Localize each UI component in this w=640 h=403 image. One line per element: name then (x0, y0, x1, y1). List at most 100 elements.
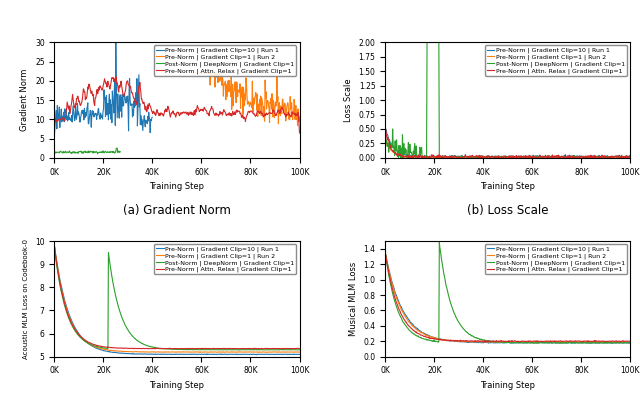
Pre-Norm | Gradient Clip=10 | Run 1 (253, 352, 260, 357)
Pre-Norm | Gradient Clip=10 | Run 1 (252, 352, 259, 357)
Legend: Pre-Norm | Gradient Clip=10 | Run 1, Pre-Norm | Gradient Clip=1 | Run 2, Post-No: Pre-Norm | Gradient Clip=10 | Run 1, Pre… (154, 244, 296, 274)
Pre-Norm | Attn. Relax | Gradient Clip=1 (627, 155, 634, 160)
Post-Norm | DeepNorm | Gradient Clip=1 (515, 154, 523, 159)
Pre-Norm | Gradient Clip=1 | Run 2 (528, 155, 536, 160)
Pre-Norm | Attn. Relax | Gradient Clip=1 (252, 346, 260, 351)
Line: Pre-Norm | Gradient Clip=1 | Run 2: Pre-Norm | Gradient Clip=1 | Run 2 (385, 253, 630, 343)
X-axis label: Training Step: Training Step (481, 182, 535, 191)
Post-Norm | DeepNorm | Gradient Clip=1 (499, 154, 506, 159)
Pre-Norm | Gradient Clip=10 | Run 1 (381, 250, 389, 255)
Pre-Norm | Attn. Relax | Gradient Clip=1 (499, 339, 507, 344)
Pre-Norm | Gradient Clip=1 | Run 2 (381, 250, 389, 255)
Pre-Norm | Gradient Clip=1 | Run 2 (557, 341, 564, 345)
X-axis label: Training Step: Training Step (481, 381, 535, 390)
Post-Norm | DeepNorm | Gradient Clip=1 (381, 130, 389, 135)
Pre-Norm | Gradient Clip=1 | Run 2 (500, 155, 508, 160)
Pre-Norm | Attn. Relax | Gradient Clip=1 (169, 109, 177, 114)
Line: Pre-Norm | Attn. Relax | Gradient Clip=1: Pre-Norm | Attn. Relax | Gradient Clip=1 (385, 128, 630, 158)
Pre-Norm | Gradient Clip=10 | Run 1 (621, 341, 629, 345)
Pre-Norm | Attn. Relax | Gradient Clip=1 (499, 155, 506, 160)
Pre-Norm | Attn. Relax | Gradient Clip=1 (197, 346, 205, 351)
Pre-Norm | Gradient Clip=10 | Run 1 (498, 340, 506, 345)
Line: Post-Norm | DeepNorm | Gradient Clip=1: Post-Norm | DeepNorm | Gradient Clip=1 (54, 248, 300, 350)
Post-Norm | DeepNorm | Gradient Clip=1 (627, 154, 634, 159)
Post-Norm | DeepNorm | Gradient Clip=1 (168, 347, 176, 352)
Pre-Norm | Gradient Clip=1 | Run 2 (168, 349, 176, 354)
X-axis label: Training Step: Training Step (150, 381, 204, 390)
Line: Pre-Norm | Gradient Clip=10 | Run 1: Pre-Norm | Gradient Clip=10 | Run 1 (385, 128, 630, 158)
Post-Norm | DeepNorm | Gradient Clip=1 (529, 154, 536, 158)
Pre-Norm | Gradient Clip=1 | Run 2 (621, 340, 629, 345)
Pre-Norm | Gradient Clip=10 | Run 1 (621, 154, 629, 159)
Pre-Norm | Gradient Clip=10 | Run 1 (583, 341, 591, 345)
Pre-Norm | Gradient Clip=10 | Run 1 (627, 341, 634, 345)
Pre-Norm | Gradient Clip=10 | Run 1 (528, 154, 536, 159)
Pre-Norm | Attn. Relax | Gradient Clip=1 (617, 340, 625, 345)
Pre-Norm | Gradient Clip=10 | Run 1 (51, 243, 58, 248)
Line: Pre-Norm | Gradient Clip=10 | Run 1: Pre-Norm | Gradient Clip=10 | Run 1 (54, 40, 152, 133)
Pre-Norm | Attn. Relax | Gradient Clip=1 (527, 339, 535, 344)
Pre-Norm | Attn. Relax | Gradient Clip=1 (252, 113, 260, 118)
Pre-Norm | Gradient Clip=10 | Run 1 (168, 352, 176, 357)
Pre-Norm | Attn. Relax | Gradient Clip=1 (167, 346, 175, 351)
Pre-Norm | Gradient Clip=1 | Run 2 (627, 154, 634, 159)
Post-Norm | DeepNorm | Gradient Clip=1 (51, 246, 58, 251)
Pre-Norm | Gradient Clip=1 | Run 2 (51, 243, 58, 248)
Post-Norm | DeepNorm | Gradient Clip=1 (500, 154, 508, 159)
Pre-Norm | Gradient Clip=1 | Run 2 (196, 71, 204, 75)
Pre-Norm | Attn. Relax | Gradient Clip=1 (296, 131, 303, 135)
Post-Norm | DeepNorm | Gradient Clip=1 (381, 250, 389, 255)
Post-Norm | DeepNorm | Gradient Clip=1 (51, 149, 58, 154)
Pre-Norm | Gradient Clip=10 | Run 1 (583, 155, 591, 160)
Post-Norm | DeepNorm | Gradient Clip=1 (196, 347, 204, 352)
Pre-Norm | Attn. Relax | Gradient Clip=1 (51, 243, 58, 248)
Pre-Norm | Gradient Clip=1 | Run 2 (527, 340, 535, 345)
Pre-Norm | Gradient Clip=1 | Run 2 (183, 349, 191, 354)
Pre-Norm | Attn. Relax | Gradient Clip=1 (184, 346, 191, 351)
Pre-Norm | Attn. Relax | Gradient Clip=1 (405, 156, 413, 160)
Y-axis label: Acoustic MLM Loss on Codebook-0: Acoustic MLM Loss on Codebook-0 (24, 239, 29, 359)
Pre-Norm | Gradient Clip=10 | Run 1 (415, 156, 422, 160)
Line: Pre-Norm | Gradient Clip=10 | Run 1: Pre-Norm | Gradient Clip=10 | Run 1 (54, 245, 300, 355)
Pre-Norm | Gradient Clip=1 | Run 2 (255, 350, 263, 355)
Line: Post-Norm | DeepNorm | Gradient Clip=1: Post-Norm | DeepNorm | Gradient Clip=1 (385, 42, 630, 158)
Post-Norm | DeepNorm | Gradient Clip=1 (499, 340, 506, 345)
Pre-Norm | Attn. Relax | Gradient Clip=1 (515, 155, 522, 160)
Pre-Norm | Gradient Clip=10 | Run 1 (381, 125, 389, 130)
Post-Norm | DeepNorm | Gradient Clip=1 (500, 340, 508, 345)
Pre-Norm | Attn. Relax | Gradient Clip=1 (184, 110, 191, 115)
Pre-Norm | Attn. Relax | Gradient Clip=1 (113, 74, 120, 79)
Pre-Norm | Attn. Relax | Gradient Clip=1 (500, 154, 508, 159)
Text: (a) Gradient Norm: (a) Gradient Norm (123, 204, 231, 217)
Pre-Norm | Gradient Clip=10 | Run 1 (627, 154, 634, 159)
Post-Norm | DeepNorm | Gradient Clip=1 (423, 40, 431, 45)
Pre-Norm | Gradient Clip=10 | Run 1 (296, 352, 303, 357)
Pre-Norm | Gradient Clip=1 | Run 2 (583, 154, 591, 159)
Post-Norm | DeepNorm | Gradient Clip=1 (515, 341, 522, 345)
Pre-Norm | Gradient Clip=1 | Run 2 (499, 339, 507, 344)
Pre-Norm | Gradient Clip=10 | Run 1 (196, 352, 204, 357)
Pre-Norm | Gradient Clip=10 | Run 1 (51, 104, 58, 108)
Pre-Norm | Gradient Clip=10 | Run 1 (499, 155, 506, 160)
Post-Norm | DeepNorm | Gradient Clip=1 (183, 347, 191, 352)
Post-Norm | DeepNorm | Gradient Clip=1 (395, 156, 403, 160)
Pre-Norm | Attn. Relax | Gradient Clip=1 (514, 339, 522, 343)
Text: (b) Loss Scale: (b) Loss Scale (467, 204, 548, 217)
Line: Pre-Norm | Gradient Clip=1 | Run 2: Pre-Norm | Gradient Clip=1 | Run 2 (54, 245, 300, 353)
Post-Norm | DeepNorm | Gradient Clip=1 (583, 155, 591, 160)
Pre-Norm | Attn. Relax | Gradient Clip=1 (168, 111, 175, 116)
Pre-Norm | Gradient Clip=1 | Run 2 (252, 93, 259, 98)
Pre-Norm | Gradient Clip=1 | Run 2 (381, 137, 389, 142)
Pre-Norm | Gradient Clip=1 | Run 2 (499, 155, 506, 160)
Pre-Norm | Attn. Relax | Gradient Clip=1 (197, 107, 205, 112)
Pre-Norm | Gradient Clip=10 | Run 1 (562, 341, 570, 346)
Pre-Norm | Attn. Relax | Gradient Clip=1 (582, 339, 590, 344)
Post-Norm | DeepNorm | Gradient Clip=1 (435, 240, 443, 245)
Pre-Norm | Gradient Clip=1 | Run 2 (167, 350, 175, 355)
Pre-Norm | Attn. Relax | Gradient Clip=1 (528, 156, 536, 160)
Post-Norm | DeepNorm | Gradient Clip=1 (296, 347, 303, 352)
Line: Pre-Norm | Gradient Clip=1 | Run 2: Pre-Norm | Gradient Clip=1 | Run 2 (385, 140, 630, 158)
Pre-Norm | Gradient Clip=10 | Run 1 (515, 154, 522, 159)
Pre-Norm | Gradient Clip=1 | Run 2 (498, 340, 506, 345)
Post-Norm | DeepNorm | Gradient Clip=1 (621, 155, 629, 160)
